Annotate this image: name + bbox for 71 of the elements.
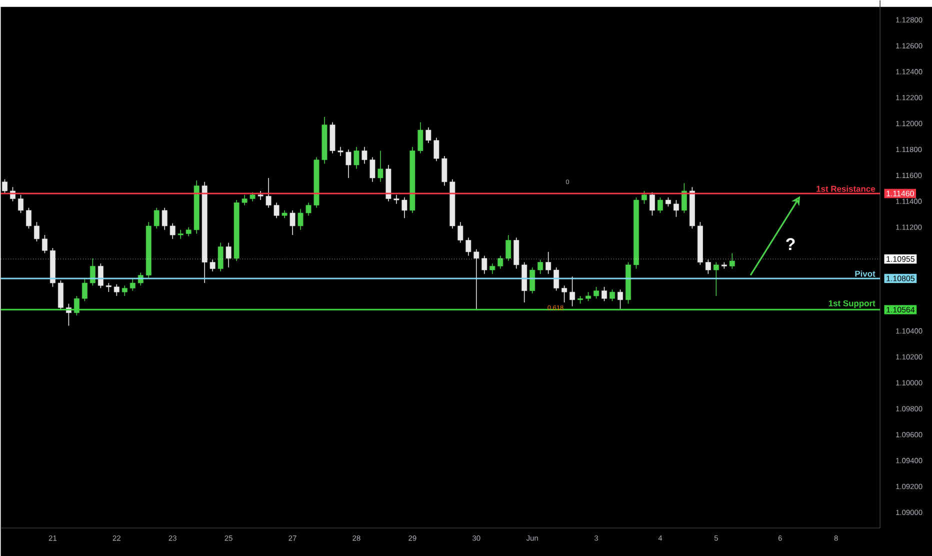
candlestick xyxy=(490,262,496,274)
annotation: 1st Resistance xyxy=(816,185,876,192)
annotation: ? xyxy=(786,238,795,250)
candlestick xyxy=(186,226,192,236)
candlestick xyxy=(682,182,687,214)
candlestick xyxy=(130,278,136,291)
candlestick xyxy=(610,288,615,302)
candlestick xyxy=(434,137,440,162)
candlestick xyxy=(466,236,472,256)
candlestick xyxy=(362,146,368,164)
candlestick xyxy=(218,242,224,272)
candlestick xyxy=(658,196,663,214)
candlestick xyxy=(729,252,735,269)
candlestick xyxy=(346,148,352,178)
candlestick xyxy=(482,255,488,274)
candlestick xyxy=(642,190,647,204)
candlestick xyxy=(26,207,32,229)
candlestick xyxy=(290,210,296,236)
candlestick xyxy=(42,234,48,254)
candlestick xyxy=(258,190,264,200)
candlestick xyxy=(426,126,432,144)
candlestick xyxy=(90,258,96,286)
candlestick xyxy=(402,196,408,218)
candlestick xyxy=(705,259,711,274)
candlestick xyxy=(458,221,464,243)
candlestick xyxy=(170,222,176,240)
candlestick xyxy=(298,208,304,230)
candlestick xyxy=(106,282,112,292)
candlestick xyxy=(266,177,272,208)
candlestick xyxy=(713,262,719,296)
candlestick xyxy=(530,266,536,294)
candlestick xyxy=(666,196,671,207)
candlestick xyxy=(242,194,248,206)
candlestick xyxy=(618,288,623,310)
candlestick xyxy=(498,255,504,269)
candlestick xyxy=(562,284,568,303)
candlestick xyxy=(474,248,480,310)
candlestick xyxy=(418,122,424,154)
candlestick xyxy=(154,207,160,229)
candlestick xyxy=(18,194,24,214)
candlestick xyxy=(378,150,384,182)
candlestick xyxy=(250,192,256,202)
candlestick xyxy=(674,199,679,218)
candlestick xyxy=(546,251,552,274)
candlestick xyxy=(226,242,232,268)
candlestick xyxy=(586,291,591,302)
candlestick xyxy=(122,284,128,296)
candlestick xyxy=(98,262,104,288)
candlestick xyxy=(354,146,360,170)
candlestick xyxy=(650,192,655,216)
candlestick xyxy=(554,266,560,291)
candlestick xyxy=(162,207,168,230)
candlestick xyxy=(2,178,8,194)
candlestick xyxy=(594,286,599,299)
candlestick xyxy=(82,278,88,302)
candlestick xyxy=(602,286,607,302)
candlestick xyxy=(178,229,184,240)
candlestick xyxy=(506,234,512,262)
candlestick xyxy=(442,155,448,186)
candlestick xyxy=(538,259,544,274)
candlestick xyxy=(274,202,280,218)
candlestick xyxy=(338,146,344,156)
candlestick xyxy=(394,194,400,204)
candlestick xyxy=(210,259,216,272)
candlestick xyxy=(370,156,376,182)
candlestick xyxy=(34,221,40,242)
annotation: Pivot xyxy=(855,270,876,277)
candlestick xyxy=(570,276,576,306)
candlestick xyxy=(114,284,120,296)
candlestick xyxy=(306,202,312,216)
annotation: 1st Support xyxy=(828,300,876,308)
